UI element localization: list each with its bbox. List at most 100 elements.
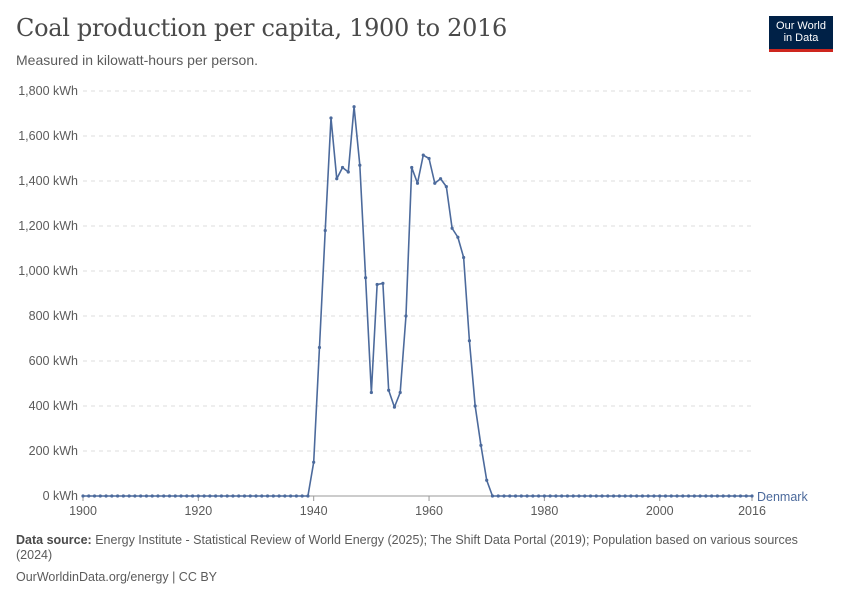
- data-point: [156, 494, 160, 498]
- data-point: [398, 390, 402, 395]
- data-point: [92, 494, 97, 498]
- data-point: [629, 494, 633, 498]
- data-point: [150, 494, 154, 498]
- data-point: [358, 163, 362, 167]
- data-point: [600, 494, 604, 498]
- y-tick-label: 1,800 kWh: [18, 84, 78, 98]
- data-point: [127, 494, 131, 498]
- y-tick-label: 600 kWh: [29, 354, 78, 368]
- series-labels: Denmark: [757, 490, 808, 504]
- data-point: [283, 494, 287, 498]
- series-line: [83, 105, 752, 497]
- data-point: [652, 494, 656, 498]
- y-tick-label: 1,000 kWh: [18, 264, 78, 278]
- data-point: [490, 494, 495, 498]
- data-point: [715, 494, 719, 498]
- data-point: [640, 494, 645, 498]
- data-point: [104, 494, 108, 498]
- data-point: [658, 494, 662, 498]
- data-point: [744, 494, 748, 498]
- data-point: [611, 494, 616, 498]
- chart-subtitle: Measured in kilowatt-hours per person.: [16, 52, 259, 68]
- data-point: [300, 494, 304, 498]
- line-chart: 0 kWh 200 kWh 400 kWh 600 kWh 800 kWh 1,000 k…: [18, 84, 808, 518]
- data-point: [415, 181, 420, 185]
- data-point: [375, 282, 379, 287]
- data-point: [277, 494, 281, 498]
- data-point: [404, 314, 408, 318]
- data-point: [110, 494, 114, 498]
- data-point: [121, 494, 125, 498]
- data-point: [179, 494, 183, 498]
- data-point: [410, 165, 414, 170]
- data-point: [214, 494, 218, 498]
- data-point: [686, 494, 691, 498]
- data-point: [467, 339, 472, 343]
- data-point: [98, 494, 102, 498]
- grid-layer: [83, 90, 752, 497]
- data-point: [346, 170, 350, 174]
- data-point: [525, 494, 529, 498]
- data-point: [583, 494, 587, 498]
- data-point: [496, 494, 500, 498]
- y-tick-label: 1,200 kWh: [18, 219, 78, 233]
- data-point: [421, 153, 425, 157]
- data-point: [231, 494, 235, 498]
- data-point: [219, 494, 224, 498]
- data-point: [225, 494, 229, 498]
- data-point: [363, 276, 368, 280]
- data-point: [444, 185, 448, 189]
- data-point: [635, 494, 639, 498]
- x-axis: 1900 1920 1940 1960 1980 2000 2016: [69, 496, 766, 518]
- data-point: [237, 494, 241, 498]
- data-point: [202, 494, 206, 498]
- data-point: [738, 494, 743, 498]
- credit-link[interactable]: OurWorldinData.org/energy | CC BY: [16, 570, 218, 584]
- data-point: [438, 177, 443, 181]
- data-point: [750, 494, 754, 498]
- series-label: Denmark: [757, 490, 808, 504]
- data-point: [588, 494, 593, 498]
- data-point: [323, 228, 327, 233]
- data-point: [473, 404, 477, 408]
- data-point: [133, 494, 137, 498]
- series-layer: [81, 105, 754, 498]
- data-point: [392, 405, 397, 409]
- data-point: [710, 494, 714, 498]
- data-point: [623, 494, 627, 498]
- x-tick-label: 2016: [738, 504, 766, 518]
- data-point: [542, 494, 546, 498]
- data-source-text: Energy Institute - Statistical Review of…: [16, 533, 798, 562]
- owid-logo[interactable]: Our World in Data: [769, 16, 833, 52]
- data-point: [646, 494, 650, 498]
- data-point: [433, 181, 437, 185]
- logo-line-1: Our World: [776, 20, 826, 32]
- data-point: [167, 494, 172, 498]
- data-point: [289, 494, 293, 498]
- data-point: [81, 494, 85, 498]
- data-point: [606, 494, 610, 498]
- data-point: [617, 494, 621, 498]
- x-tick-label: 1960: [415, 504, 443, 518]
- data-point: [116, 494, 120, 498]
- data-point: [531, 494, 535, 498]
- data-source: Data source: Energy Institute - Statisti…: [16, 533, 826, 563]
- data-point: [669, 494, 673, 498]
- data-point: [663, 494, 668, 498]
- data-point: [513, 494, 518, 498]
- data-point: [306, 494, 310, 498]
- data-point: [381, 281, 385, 285]
- data-point: [565, 494, 570, 498]
- data-point: [577, 494, 581, 498]
- data-point: [144, 494, 149, 498]
- data-point: [537, 494, 541, 498]
- data-point: [329, 116, 333, 120]
- y-tick-label: 400 kWh: [29, 399, 78, 413]
- data-point: [721, 494, 725, 498]
- y-tick-label: 200 kWh: [29, 444, 78, 458]
- data-point: [265, 494, 270, 498]
- y-axis: 0 kWh 200 kWh 400 kWh 600 kWh 800 kWh 1,000 k…: [18, 84, 78, 503]
- data-point: [340, 165, 345, 170]
- x-tick-label: 1900: [69, 504, 97, 518]
- data-point: [427, 156, 431, 161]
